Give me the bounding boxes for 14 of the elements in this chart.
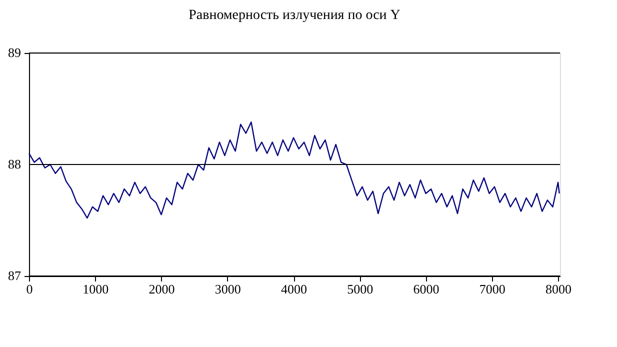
chart-title: Равномерность излучения по оси Y [188, 8, 400, 23]
x-tick-label: 3000 [214, 282, 241, 296]
x-tick-label: 5000 [347, 282, 374, 296]
x-tick-label: 7000 [479, 282, 506, 296]
x-tick-label: 2000 [148, 282, 175, 296]
y-tick-label: 89 [8, 45, 21, 60]
x-tick-label: 8000 [546, 282, 572, 296]
y-tick-label: 88 [8, 156, 21, 172]
x-tick-label: 6000 [413, 282, 440, 296]
x-tick-label: 0 [26, 282, 33, 296]
y-tick-label: 87 [8, 268, 22, 283]
x-tick-label: 4000 [281, 282, 308, 296]
x-tick-label: 1000 [82, 282, 109, 296]
line-series [28, 122, 560, 219]
